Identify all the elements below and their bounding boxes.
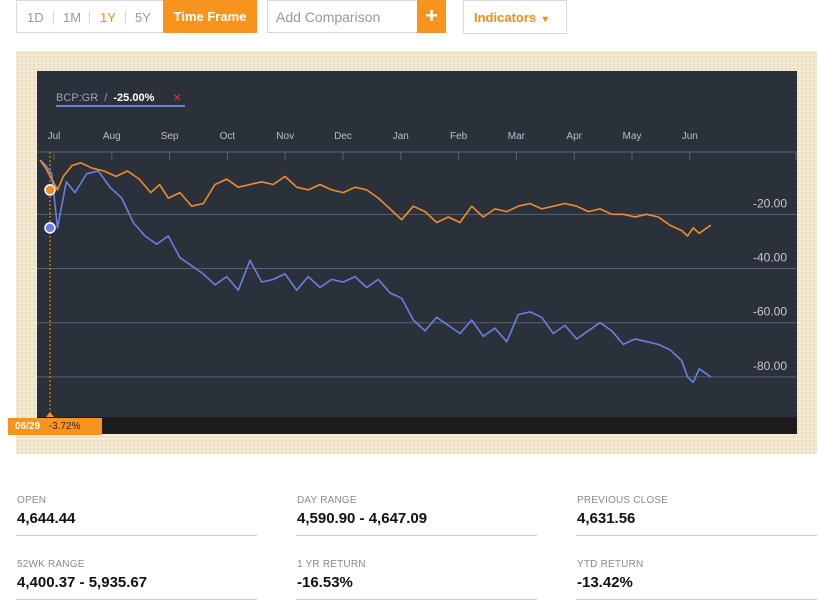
x-tick-label: Oct [220, 131, 236, 142]
stat-value: 4,590.90 - 4,647.09 [297, 510, 428, 527]
x-tick-label: May [623, 131, 642, 142]
stat-label: PREVIOUS CLOSE [577, 495, 669, 506]
x-axis: Jul Aug Sep Oct Nov Dec Jan Feb Mar Apr May Jun [37, 131, 797, 160]
stat-value: 4,631.56 [577, 510, 636, 527]
legend-entry: BCP:GR / -25.00% [56, 92, 155, 104]
range-separator [125, 11, 126, 25]
line-chart[interactable]: Jul Aug Sep Oct Nov Dec Jan Feb Mar Apr May Jun -20… [0, 0, 819, 450]
x-tick-label: Dec [334, 131, 352, 142]
crosshair-date: 06/29 [15, 421, 41, 432]
stat-label: OPEN [17, 495, 47, 506]
series-group [39, 159, 712, 384]
y-tick-label: -60.00 [753, 305, 787, 319]
range-1y-button[interactable]: 1Y [100, 10, 116, 25]
chevron-down-icon: ▾ [542, 14, 548, 25]
stat-1yr-return: 1 YR RETURN -16.53% [296, 559, 537, 600]
range-separator [89, 11, 90, 25]
legend-symbol: BCP:GR [56, 92, 98, 104]
x-tick-label: Feb [450, 131, 468, 142]
legend-separator: / [104, 92, 108, 104]
chart-panel [37, 71, 797, 417]
stat-value: 4,400.37 - 5,935.67 [17, 574, 148, 591]
range-1m-button[interactable]: 1M [63, 10, 82, 25]
add-comparison-button[interactable]: + [417, 0, 446, 33]
remove-series-icon[interactable]: × [173, 89, 181, 105]
stat-label: 52WK RANGE [17, 559, 85, 570]
gridlines [37, 213, 797, 378]
series-line-comparison [39, 159, 712, 384]
crosshair-pointer-icon [46, 412, 54, 417]
add-comparison-input[interactable] [267, 0, 417, 33]
x-tick-label: Jun [682, 131, 698, 142]
series-line-bcp-gr [39, 159, 712, 237]
stat-open: OPEN 4,644.44 [16, 495, 257, 536]
x-tick-label: Mar [508, 131, 526, 142]
crosshair-value: -3.72% [48, 421, 81, 432]
series-marker-comparison [44, 222, 56, 234]
y-axis: -20.00 -40.00 -60.00 -80.00 [753, 196, 787, 373]
stat-day-range: DAY RANGE 4,590.90 - 4,647.09 [296, 495, 537, 536]
series-marker-primary [44, 184, 56, 196]
stat-ytd-return: YTD RETURN -13.42% [576, 559, 817, 600]
stat-value: 4,644.44 [17, 510, 76, 527]
stat-previous-close: PREVIOUS CLOSE 4,631.56 [576, 495, 817, 536]
time-frame-button[interactable]: Time Frame [163, 0, 257, 33]
indicators-label: Indicators [474, 10, 537, 25]
y-tick-label: -20.00 [753, 196, 787, 210]
x-tick-label: Aug [103, 131, 121, 142]
stat-label: DAY RANGE [297, 495, 357, 506]
stat-value: -16.53% [297, 574, 353, 591]
indicators-dropdown[interactable]: Indicators ▾ [463, 0, 567, 34]
chart-date-strip [37, 417, 797, 434]
time-range-group: 1D 1M 1Y 5Y Time Frame [16, 0, 257, 33]
legend-change: -25.00% [113, 92, 154, 104]
range-5y-button[interactable]: 5Y [135, 10, 151, 25]
stat-label: YTD RETURN [577, 559, 644, 570]
x-tick-label: Apr [566, 131, 582, 142]
x-tick-label: Jan [393, 131, 409, 142]
y-tick-label: -80.00 [753, 359, 787, 373]
range-separator [53, 11, 54, 25]
x-tick-label: Sep [161, 131, 179, 142]
x-tick-label: Nov [276, 131, 294, 142]
crosshair-badge: 06/29 -3.72% [8, 418, 102, 435]
range-1d-button[interactable]: 1D [27, 10, 44, 25]
stat-label: 1 YR RETURN [297, 559, 366, 570]
stat-value: -13.42% [577, 574, 633, 591]
stat-52wk-range: 52WK RANGE 4,400.37 - 5,935.67 [16, 559, 257, 600]
x-tick-label: Jul [48, 131, 61, 142]
y-tick-label: -40.00 [753, 251, 787, 265]
